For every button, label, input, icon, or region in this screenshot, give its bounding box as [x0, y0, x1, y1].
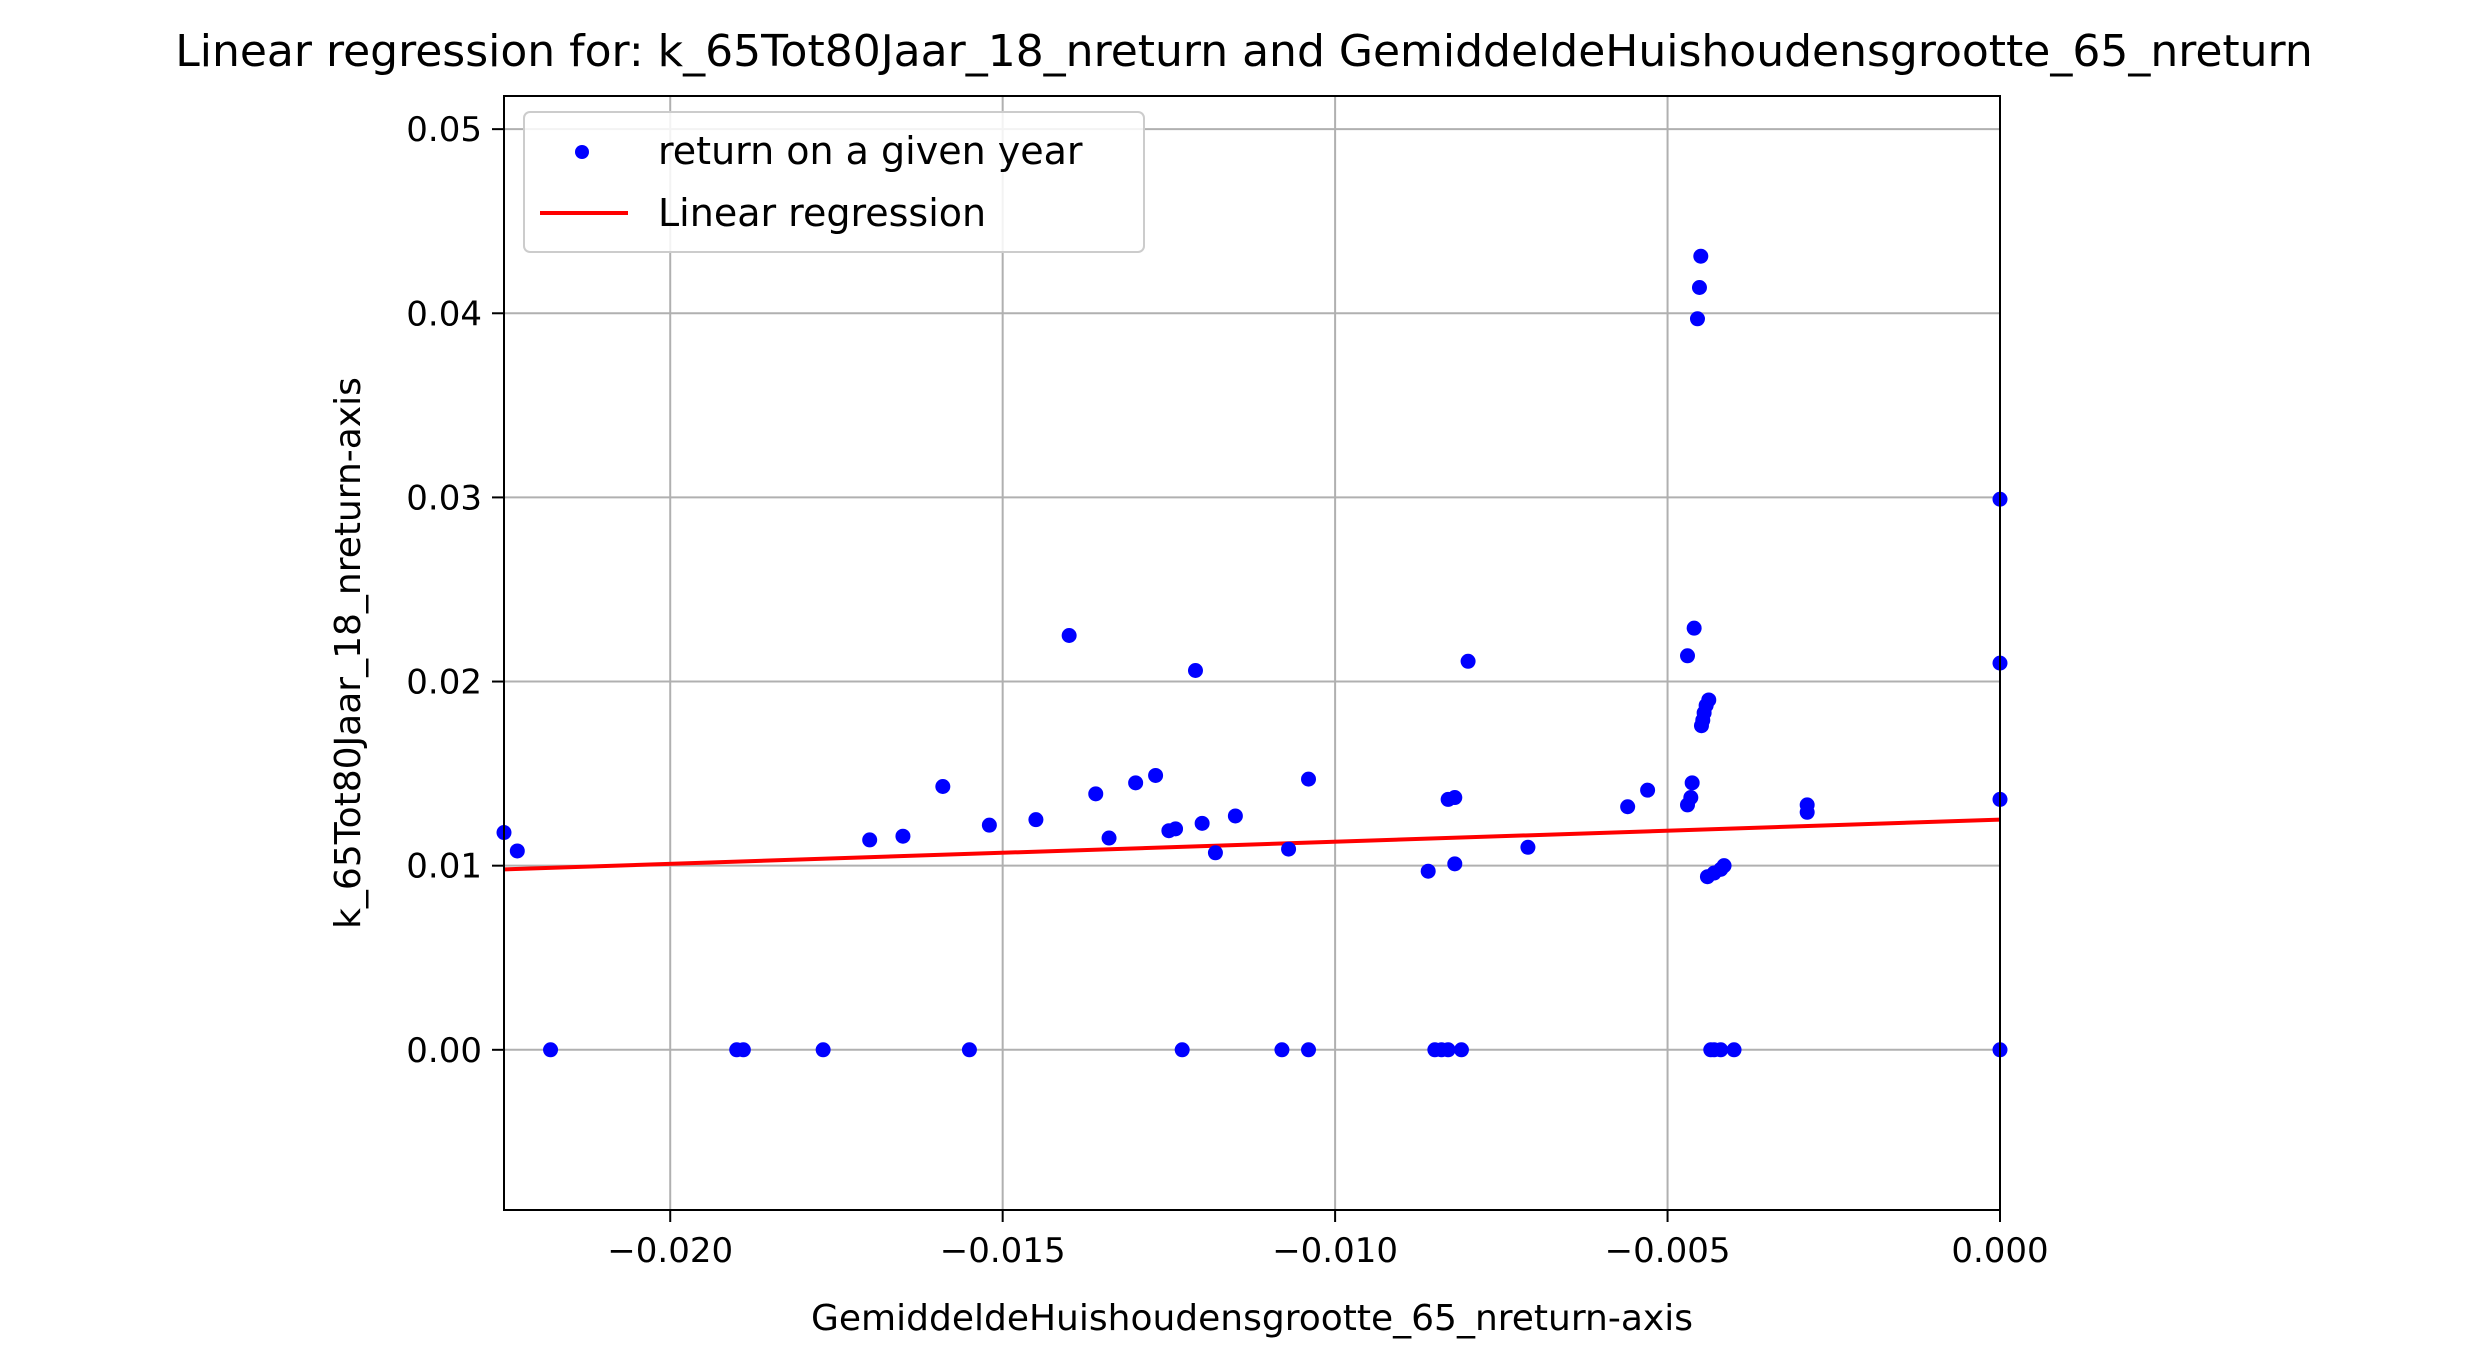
scatter-point: [1440, 1042, 1456, 1058]
scatter-point: [1194, 815, 1210, 831]
y-tick-label: 0.04: [406, 294, 482, 334]
scatter-point: [815, 1042, 831, 1058]
chart-title: Linear regression for: k_65Tot80Jaar_18_…: [175, 26, 2313, 77]
x-tick-label: −0.005: [1605, 1231, 1731, 1271]
scatter-point: [735, 1042, 751, 1058]
scatter-point: [1693, 248, 1709, 264]
scatter-point: [1187, 662, 1203, 678]
scatter-point: [1061, 628, 1077, 644]
scatter-point: [1174, 1042, 1190, 1058]
regression-line: [503, 817, 2001, 872]
x-tick-label: 0.000: [1951, 1231, 2048, 1271]
y-tick-label: 0.01: [406, 847, 482, 887]
regression-line-layer: [503, 817, 2001, 872]
legend-box: [523, 111, 1145, 253]
legend-marker-scatter: [575, 145, 589, 159]
scatter-point: [1301, 1042, 1317, 1058]
legend-label-line: Linear regression: [658, 191, 986, 235]
scatter-points: [496, 248, 2008, 1058]
x-axis-ticks: −0.020 −0.015 −0.010 −0.005 0.000: [607, 1210, 2049, 1271]
y-tick-label: 0.00: [406, 1031, 482, 1071]
scatter-point: [1281, 841, 1297, 857]
scatter-point: [1716, 858, 1732, 874]
scatter-point: [1101, 830, 1117, 846]
x-tick-label: −0.020: [607, 1231, 733, 1271]
scatter-point: [1460, 653, 1476, 669]
scatter-point: [1148, 767, 1164, 783]
scatter-point: [1684, 775, 1700, 791]
scatter-point: [1447, 856, 1463, 872]
scatter-point: [1683, 790, 1699, 806]
scatter-point: [981, 817, 997, 833]
scatter-point: [1274, 1042, 1290, 1058]
x-tick-label: −0.015: [940, 1231, 1066, 1271]
scatter-point: [1301, 771, 1317, 787]
scatter-point: [1713, 1042, 1729, 1058]
scatter-point: [1520, 839, 1536, 855]
scatter-point: [1420, 863, 1436, 879]
scatter-point: [509, 843, 525, 859]
scatter-point: [1620, 799, 1636, 815]
y-tick-label: 0.05: [406, 110, 482, 150]
scatter-point: [1168, 821, 1184, 837]
scatter-point: [1726, 1042, 1742, 1058]
scatter-point: [1207, 845, 1223, 861]
legend: return on a given year Linear regression: [523, 111, 1145, 253]
scatter-point: [895, 828, 911, 844]
scatter-point: [1088, 786, 1104, 802]
scatter-point: [1691, 279, 1707, 295]
scatter-point: [862, 832, 878, 848]
x-tick-label: −0.010: [1272, 1231, 1398, 1271]
scatter-point: [1680, 648, 1696, 664]
plot-frame: [503, 95, 2001, 1211]
legend-label-scatter: return on a given year: [658, 129, 1083, 173]
scatter-point: [1128, 775, 1144, 791]
y-axis-ticks: 0.00 0.01 0.02 0.03 0.04 0.05: [406, 110, 504, 1071]
scatter-point: [1640, 782, 1656, 798]
scatter-point: [1689, 311, 1705, 327]
scatter-point: [935, 778, 951, 794]
scatter-point: [543, 1042, 559, 1058]
scatter-point: [1686, 620, 1702, 636]
y-axis-label: k_65Tot80Jaar_18_nreturn-axis: [328, 377, 369, 929]
scatter-point: [1447, 790, 1463, 806]
scatter-point: [1799, 797, 1815, 813]
x-axis-label: GemiddeldeHuishoudensgrootte_65_nreturn-…: [811, 1298, 1693, 1339]
y-tick-label: 0.02: [406, 663, 482, 703]
scatter-point: [961, 1042, 977, 1058]
scatter-point: [1453, 1042, 1469, 1058]
scatter-point: [1227, 808, 1243, 824]
scatter-point: [1701, 692, 1717, 708]
scatter-point: [1028, 812, 1044, 828]
y-tick-label: 0.03: [406, 478, 482, 518]
grid-lines: [504, 96, 2001, 1210]
